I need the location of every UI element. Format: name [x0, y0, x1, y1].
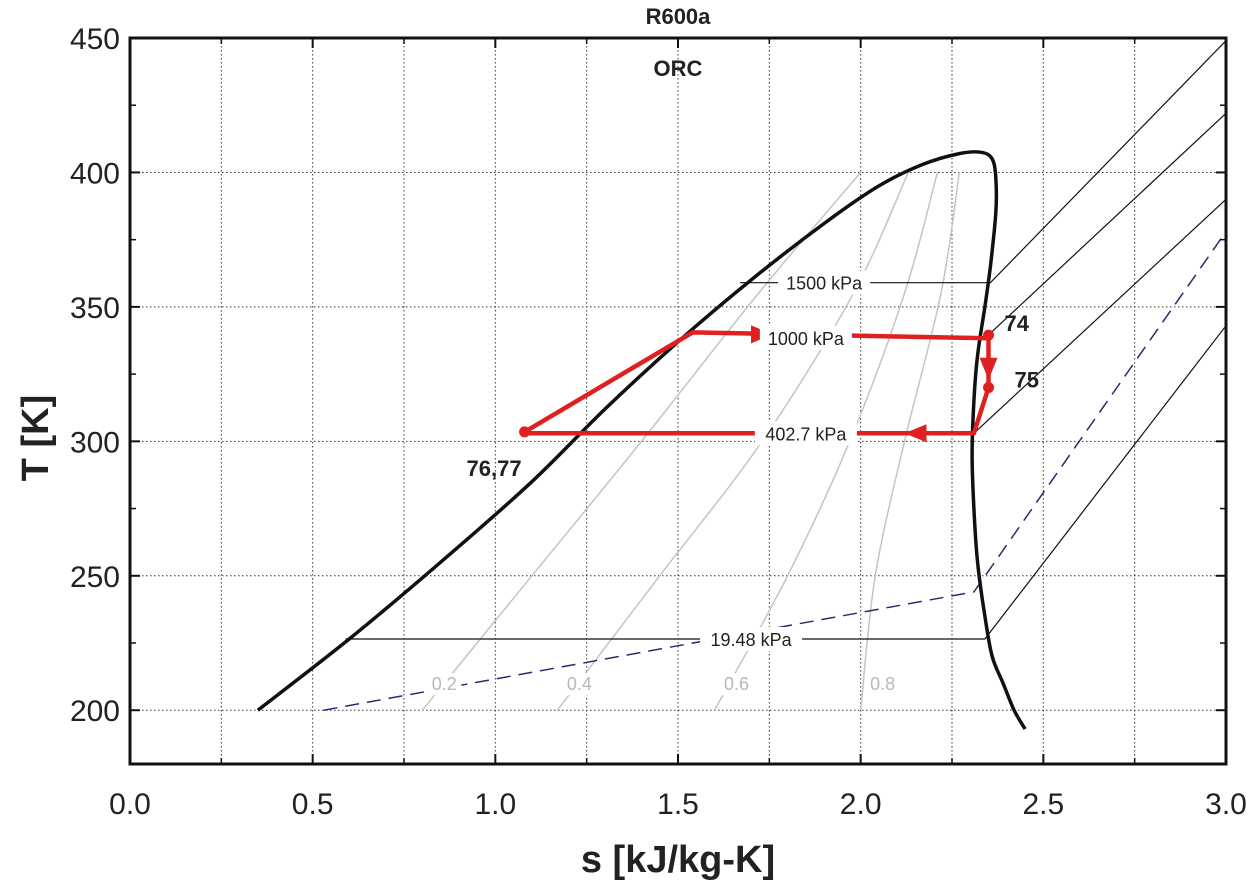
x-tick-label: 0.5: [292, 788, 334, 821]
in-plot-labels: 0.2 0.4 0.6 0.8 1500 kPa 1000 kPa 402.7 kPa 19.…: [427, 270, 1039, 696]
x-tick-label: 3.0: [1205, 788, 1247, 821]
quality-label: 0.2: [432, 674, 457, 694]
state-label: 74: [1005, 311, 1030, 336]
saturation-dome-group: [256, 150, 1027, 730]
chart-title: R600a: [646, 4, 712, 29]
isobar-line: [345, 325, 1226, 640]
x-tick-label: 1.5: [657, 788, 699, 821]
saturation-dome: [256, 150, 1027, 730]
quality-label: 0.8: [870, 674, 895, 694]
isobar-line: [984, 112, 1226, 339]
chart-subtitle: ORC: [654, 56, 703, 81]
grid: [130, 38, 1226, 764]
isobar-label: 402.7 kPa: [765, 424, 847, 444]
isobar-label: 1000 kPa: [768, 329, 845, 349]
cycle-arrow-condensation: [904, 424, 927, 443]
dashed-line-group: [323, 231, 1226, 711]
dashed-line: [323, 231, 1226, 711]
y-tick-label: 350: [70, 292, 120, 325]
y-tick-label: 300: [70, 426, 120, 459]
isobar-label: 19.48 kPa: [711, 630, 793, 650]
state-label: 75: [1015, 368, 1039, 393]
quality-line: [421, 171, 862, 711]
isobar-label-bg: [778, 270, 871, 295]
y-tick-label: 400: [70, 157, 120, 190]
isobar-label-bg: [700, 626, 803, 651]
isobar-label-bg: [759, 325, 852, 350]
state-label: 76,77: [467, 456, 522, 481]
quality-label-bg: [562, 673, 597, 696]
state-point-marker: [519, 426, 531, 438]
quality-label-bg: [427, 673, 462, 696]
isobar-label: 1500 kPa: [786, 274, 863, 294]
y-tick-label: 250: [70, 561, 120, 594]
isobar-line: [973, 198, 1226, 434]
quality-label-bg: [865, 673, 900, 696]
x-tick-label: 1.0: [474, 788, 516, 821]
quality-label-bg: [719, 673, 754, 696]
y-tick-label: 450: [70, 23, 120, 56]
quality-label: 0.6: [724, 674, 749, 694]
x-tick-label: 2.0: [840, 788, 882, 821]
y-axis-title: T [K]: [15, 395, 57, 482]
quality-line: [859, 172, 961, 711]
quality-label: 0.4: [567, 674, 592, 694]
state-point-marker: [983, 329, 995, 341]
x-tick-label: 2.5: [1022, 788, 1064, 821]
cycle-arrow-expansion: [979, 357, 998, 380]
x-axis-title: s [kJ/kg-K]: [581, 839, 775, 881]
isobar-label-bg: [754, 421, 857, 446]
state-point-marker: [983, 382, 995, 394]
ticks: 0.0 0.5 1.0 1.5 2.0 2.5 3.0 200 250 300 350 400 450: [70, 23, 1247, 821]
y-tick-label: 200: [70, 695, 120, 728]
x-tick-label: 0.0: [109, 788, 151, 821]
